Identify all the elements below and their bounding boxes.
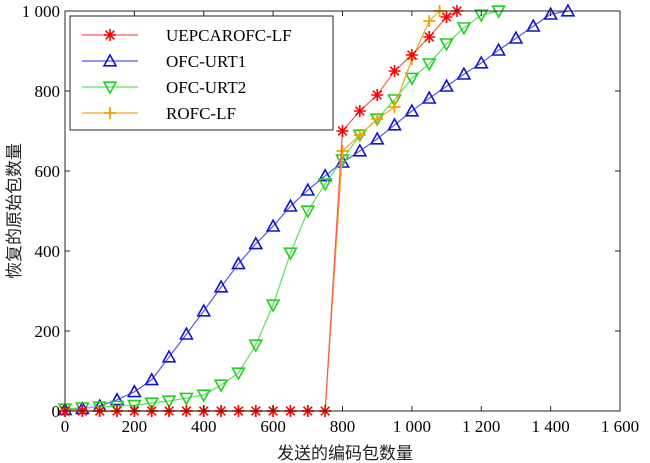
- data-point: [336, 125, 349, 137]
- data-point: [404, 103, 420, 117]
- data-point: [421, 58, 437, 72]
- legend-marker: [102, 81, 118, 95]
- y-tick-label: 200: [35, 322, 61, 341]
- data-point: [525, 18, 541, 32]
- data-point: [300, 182, 316, 196]
- data-point: [127, 384, 142, 398]
- data-point: [144, 397, 160, 411]
- data-point: [161, 349, 177, 363]
- data-point: [109, 400, 125, 414]
- data-point: [440, 11, 453, 23]
- data-point: [423, 31, 436, 43]
- data-point: [439, 38, 454, 52]
- data-point: [196, 303, 212, 317]
- legend-label: OFC-URT1: [166, 52, 246, 71]
- data-point: [352, 143, 368, 157]
- data-point: [231, 256, 246, 270]
- data-point: [421, 90, 437, 104]
- axes: 0 200 400 600 800 1 000 1 200 1 400 1 600 0 200 400…: [22, 2, 639, 436]
- data-point: [387, 117, 402, 131]
- data-point: [473, 55, 489, 69]
- data-point: [248, 339, 264, 353]
- data-point: [317, 168, 333, 182]
- legend-entry: OFC-URT1: [82, 52, 246, 71]
- x-tick-label: 1 000: [393, 417, 431, 436]
- x-tick-label: 1 200: [462, 417, 500, 436]
- legend-label: UEPCAROFC-LF: [166, 26, 292, 45]
- y-tick-label: 400: [35, 242, 61, 261]
- x-tick-label: 800: [330, 417, 356, 436]
- legend-marker: [102, 53, 118, 67]
- data-point: [456, 22, 472, 36]
- data-point: [388, 65, 401, 77]
- data-point: [456, 66, 472, 80]
- data-point: [353, 105, 366, 117]
- data-point: [127, 399, 142, 414]
- data-point: [404, 72, 420, 86]
- data-point: [423, 15, 436, 27]
- data-point: [388, 101, 401, 113]
- data-point: [491, 5, 506, 19]
- data-point: [300, 205, 316, 219]
- legend-label: OFC-URT2: [166, 78, 246, 97]
- legend-entry: UEPCAROFC-LF: [82, 26, 292, 45]
- data-point: [196, 389, 212, 403]
- x-tick-label: 400: [191, 417, 217, 436]
- data-point: [213, 279, 229, 293]
- y-tick-label: 600: [35, 162, 61, 181]
- y-tick-label: 1 000: [22, 2, 60, 21]
- data-point: [231, 367, 246, 381]
- data-point: [265, 218, 281, 232]
- x-tick-label: 1 400: [532, 417, 570, 436]
- x-tick-label: 0: [61, 417, 70, 436]
- y-tick-label: 800: [35, 82, 61, 101]
- data-point: [283, 247, 298, 261]
- legend-marker: [104, 29, 116, 41]
- data-point: [109, 392, 125, 406]
- data-point: [353, 129, 366, 141]
- y-axis-label: 恢复的原始包数量: [5, 143, 25, 279]
- y-tick-label: 0: [52, 402, 61, 421]
- data-point: [213, 379, 229, 393]
- x-tick-label: 600: [260, 417, 286, 436]
- data-point: [491, 42, 506, 56]
- data-point: [144, 372, 160, 386]
- data-point: [248, 236, 264, 250]
- legend-entry: OFC-URT2: [82, 78, 246, 97]
- data-point: [161, 395, 177, 409]
- data-point: [508, 30, 524, 44]
- data-point: [317, 178, 333, 192]
- x-tick-label: 1 600: [601, 417, 639, 436]
- data-point: [369, 131, 385, 145]
- data-point: [405, 49, 418, 61]
- x-axis-label: 发送的编码包数量: [277, 444, 413, 463]
- data-point: [371, 89, 384, 101]
- data-point: [265, 299, 281, 313]
- data-point: [336, 145, 349, 157]
- data-point: [371, 113, 384, 125]
- data-point: [473, 9, 489, 23]
- legend-marker: [104, 107, 116, 119]
- data-point: [543, 6, 558, 20]
- data-point: [179, 326, 194, 340]
- data-point: [283, 198, 298, 212]
- legend: UEPCAROFC-LF OFC-URT1 OFC-URT2 ROFC-LF: [69, 15, 334, 131]
- data-point: [179, 392, 194, 406]
- legend-entry: ROFC-LF: [82, 104, 236, 123]
- x-tick-label: 200: [122, 417, 148, 436]
- data-point: [439, 78, 454, 92]
- legend-label: ROFC-LF: [166, 104, 236, 123]
- data-point: [560, 3, 576, 17]
